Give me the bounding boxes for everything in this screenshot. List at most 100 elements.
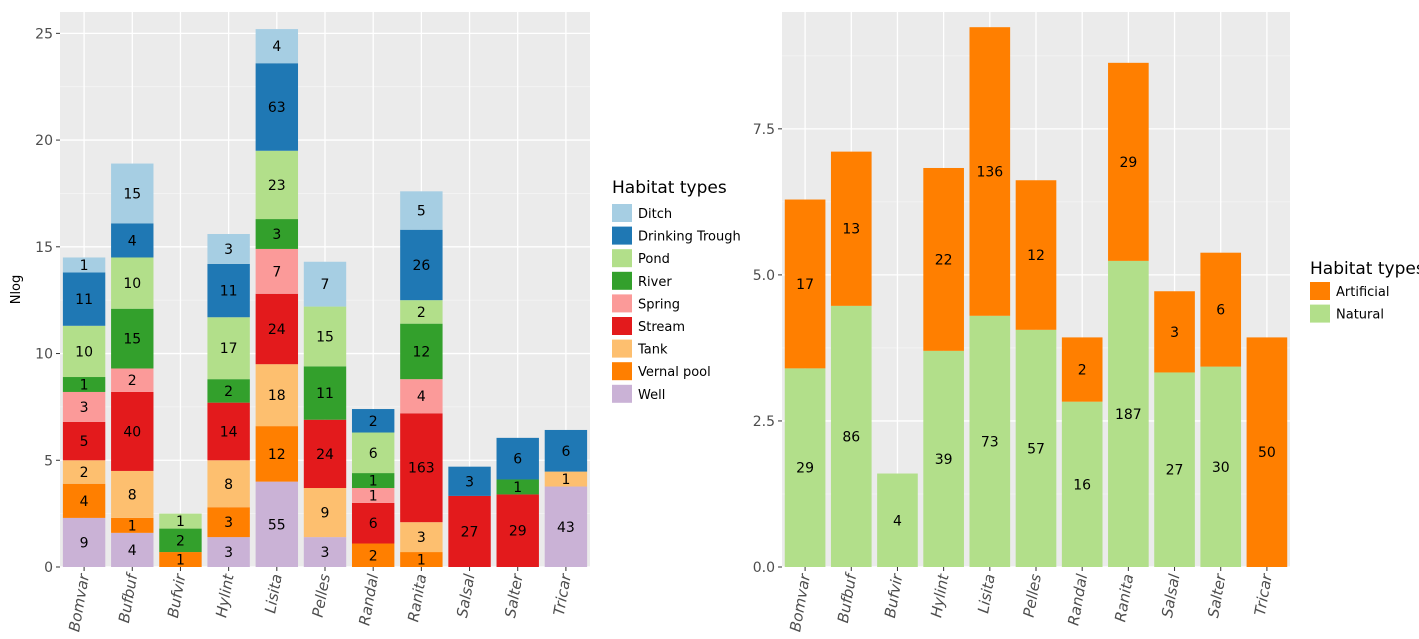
bar-pond-lisita	[255, 150, 299, 220]
data-label: 6	[369, 446, 378, 462]
bar-stream-hylint	[207, 402, 250, 461]
data-label: 6	[513, 452, 522, 468]
bar-natural-pelles	[1015, 329, 1057, 567]
data-label: 1	[561, 472, 570, 488]
data-label: 2	[128, 373, 137, 389]
legend: Habitat types Artificial Natural	[1310, 259, 1419, 323]
data-label: 3	[224, 242, 233, 258]
bar-well-tricar	[544, 486, 588, 567]
data-label: 136	[976, 164, 1003, 180]
bar-artificial-lisita	[969, 27, 1011, 316]
data-label: 4	[417, 389, 426, 405]
data-label: 16	[1073, 477, 1091, 493]
bar-natural-salsal	[1154, 372, 1195, 567]
bar-natural-bomvar	[784, 368, 826, 567]
y-tick-label: 0.0	[753, 560, 775, 576]
bar-well-hylint	[207, 537, 250, 567]
legend-label-drinking-trough: Drinking Trough	[638, 230, 741, 245]
bar-artificial-salsal	[1154, 291, 1195, 373]
stacked-bar-chart-artificial-natural: 0.0 2.5 5.0 7.5 29 86 4 39 73 57 16 187 27 30 17 13 22 13…	[753, 12, 1419, 633]
x-tick-label: Bufvir	[881, 572, 907, 620]
data-label: 29	[796, 461, 814, 477]
data-label: 17	[796, 277, 814, 293]
data-label: 10	[123, 276, 141, 292]
x-tick-label: Tricar	[550, 572, 575, 617]
legend-swatch-pond	[612, 249, 632, 268]
bar-river-bomvar	[62, 377, 106, 392]
x-tick-label: Lisita	[974, 573, 999, 615]
data-label: 3	[272, 227, 281, 243]
y-tick-label: 7.5	[753, 122, 775, 138]
x-tick-label: Pelles	[1020, 572, 1045, 618]
legend-swatch-spring	[612, 294, 632, 313]
data-label: 11	[316, 386, 334, 402]
data-label: 2	[1078, 363, 1087, 379]
data-label: 4	[272, 39, 281, 55]
bar-pond-bufbuf	[111, 257, 154, 309]
legend-swatch-tank	[612, 339, 632, 358]
data-label: 7	[321, 277, 330, 293]
data-label: 13	[842, 222, 860, 238]
data-label: 6	[561, 444, 570, 460]
bar-river-bufvir	[159, 528, 202, 553]
x-tick-label: Hylint	[927, 571, 953, 618]
bar-tank-lisita	[255, 364, 299, 427]
bar-vernal-pool-bomvar	[62, 483, 106, 518]
bar-artificial-tricar	[1246, 337, 1288, 567]
bar-vernal-pool-bufbuf	[111, 517, 154, 533]
data-label: 4	[128, 543, 137, 559]
bar-pond-bomvar	[62, 325, 106, 378]
legend-swatch-ditch	[612, 204, 632, 222]
data-label: 2	[224, 384, 233, 400]
data-label: 2	[369, 414, 378, 430]
bar-natural-lisita	[969, 315, 1011, 567]
x-tick-label: Hylint	[212, 571, 238, 618]
bar-tank-hylint	[207, 460, 250, 508]
legend-swatch-drinking-trough	[612, 226, 632, 245]
data-label: 17	[220, 341, 238, 357]
y-tick-label: 20	[35, 133, 53, 149]
data-label: 3	[465, 474, 474, 490]
bar-spring-bufbuf	[111, 368, 154, 392]
bar-drinking-trough-randal	[351, 409, 395, 433]
data-label: 7	[272, 264, 281, 280]
data-label: 15	[123, 186, 141, 202]
data-label: 6	[369, 516, 378, 532]
data-label: 57	[1027, 441, 1045, 457]
data-label: 1	[176, 553, 185, 569]
data-label: 2	[176, 533, 185, 549]
data-label: 12	[412, 344, 430, 360]
legend-label-natural: Natural	[1336, 308, 1384, 323]
bar-vernal-pool-hylint	[207, 507, 250, 538]
data-label: 3	[224, 545, 233, 561]
bar-ditch-lisita	[255, 29, 299, 64]
data-label: 8	[128, 487, 137, 503]
bar-tank-bomvar	[62, 460, 106, 484]
bar-ditch-bufbuf	[111, 163, 154, 224]
data-label: 1	[369, 488, 378, 504]
data-label: 4	[128, 233, 137, 249]
y-tick-label: 2.5	[753, 414, 775, 430]
bar-drinking-trough-tricar	[544, 429, 588, 472]
legend-label-pond: Pond	[638, 252, 670, 267]
bar-spring-bomvar	[62, 391, 106, 422]
bar-pond-pelles	[303, 306, 347, 367]
bar-stream-randal	[351, 502, 395, 544]
bar-natural-randal	[1061, 401, 1103, 567]
x-tick-label: Bufbuf	[834, 570, 861, 624]
data-label: 15	[316, 329, 334, 345]
data-label: 3	[80, 400, 89, 416]
bar-spring-lisita	[255, 248, 299, 294]
data-label: 11	[75, 292, 93, 308]
x-tick-label: Bufvir	[164, 572, 190, 620]
data-label: 5	[417, 204, 426, 220]
y-tick-label: 5	[44, 453, 53, 469]
data-label: 2	[417, 305, 426, 321]
y-tick-label: 15	[35, 240, 53, 256]
bar-stream-pelles	[303, 419, 347, 489]
data-label: 18	[268, 388, 286, 404]
bar-artificial-pelles	[1015, 180, 1057, 330]
bar-tank-ranita	[400, 522, 443, 553]
legend-label-vernal-pool: Vernal pool	[638, 365, 711, 380]
